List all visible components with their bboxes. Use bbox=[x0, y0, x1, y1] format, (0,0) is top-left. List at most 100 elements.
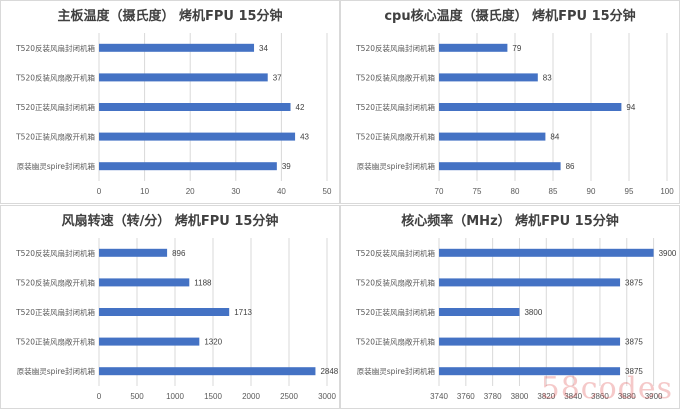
x-tick-label: 100 bbox=[660, 187, 674, 196]
category-label: 原装幽灵spire封闭机箱 bbox=[17, 366, 96, 376]
chart-title: cpu核心温度（摄氏度） 烤机FPU 15分钟 bbox=[384, 9, 636, 24]
data-label: 83 bbox=[543, 73, 552, 82]
category-label: T520反装风扇敞开机箱 bbox=[15, 72, 95, 82]
x-tick-label: 0 bbox=[97, 392, 102, 401]
category-label: 原装幽灵spire封闭机箱 bbox=[357, 366, 436, 376]
bar bbox=[99, 248, 168, 257]
data-label: 34 bbox=[259, 44, 268, 53]
data-label: 896 bbox=[172, 249, 186, 258]
bar bbox=[439, 103, 622, 111]
category-label: T520正装风扇敞开机箱 bbox=[355, 132, 435, 142]
bar bbox=[439, 278, 621, 287]
x-tick-label: 3000 bbox=[318, 392, 336, 401]
bar bbox=[439, 43, 508, 52]
category-label: T520正装风扇敞开机箱 bbox=[15, 337, 95, 347]
x-tick-label: 40 bbox=[277, 187, 286, 196]
category-label: 原装幽灵spire封闭机箱 bbox=[357, 161, 436, 171]
category-label: 原装幽灵spire封闭机箱 bbox=[17, 161, 96, 171]
x-tick-label: 2000 bbox=[242, 392, 260, 401]
chart-svg: 0 500 1000 1500 2000 2500 3000 T520反装风扇封闭机箱 896 T… bbox=[15, 238, 339, 401]
x-tick-label: 3800 bbox=[511, 392, 529, 401]
x-tick-label: 90 bbox=[587, 187, 596, 196]
data-label: 37 bbox=[273, 73, 282, 82]
x-tick-label: 95 bbox=[625, 187, 634, 196]
bar bbox=[439, 132, 546, 141]
x-tick-label: 50 bbox=[323, 187, 332, 196]
bar bbox=[99, 73, 268, 82]
data-label: 1188 bbox=[194, 278, 212, 287]
chart-svg: 70 75 80 85 90 95 100 T520反装风扇封闭机箱 79 T520反装风扇敞开机… bbox=[355, 33, 674, 196]
x-tick-label: 20 bbox=[186, 187, 195, 196]
data-label: 2848 bbox=[320, 367, 338, 376]
x-tick-label: 75 bbox=[473, 187, 482, 196]
bar bbox=[99, 278, 190, 287]
category-label: T520反装风扇敞开机箱 bbox=[355, 72, 435, 82]
bar bbox=[99, 132, 296, 141]
category-label: T520反装风扇封闭机箱 bbox=[355, 43, 435, 53]
x-tick-label: 500 bbox=[130, 392, 144, 401]
x-tick-label: 1000 bbox=[166, 392, 184, 401]
bar bbox=[439, 162, 561, 171]
category-label: T520正装风扇封闭机箱 bbox=[355, 102, 435, 112]
x-tick-label: 85 bbox=[549, 187, 558, 196]
category-label: T520反装风扇封闭机箱 bbox=[15, 43, 95, 53]
bar bbox=[99, 103, 291, 111]
bar bbox=[99, 308, 230, 316]
x-tick-label: 80 bbox=[511, 187, 520, 196]
x-tick-label: 3740 bbox=[430, 392, 448, 401]
bar bbox=[439, 308, 520, 316]
chart-panel-mainboard-temp: 0 10 20 30 40 50 T520反装风扇封闭机箱 34 T520反装风扇敞开机箱 37 T… bbox=[0, 0, 340, 204]
x-tick-label: 2500 bbox=[280, 392, 298, 401]
category-label: T520正装风扇敞开机箱 bbox=[355, 337, 435, 347]
x-tick-label: 3840 bbox=[564, 392, 582, 401]
bar bbox=[439, 367, 621, 376]
x-tick-label: 3860 bbox=[591, 392, 609, 401]
chart-title: 主板温度（摄氏度） 烤机FPU 15分钟 bbox=[57, 9, 283, 24]
bar bbox=[99, 43, 255, 52]
data-label: 3800 bbox=[524, 308, 542, 317]
chart-panel-cpu-temp: 70 75 80 85 90 95 100 T520反装风扇封闭机箱 79 T520反装风扇敞开机… bbox=[340, 0, 680, 204]
data-label: 42 bbox=[296, 103, 305, 112]
category-label: T520正装风扇敞开机箱 bbox=[15, 132, 95, 142]
data-label: 3875 bbox=[625, 367, 643, 376]
chart-svg: 3740 3760 3780 3800 3820 3840 3860 3880 3900 T520… bbox=[355, 238, 677, 401]
chart-svg: 0 10 20 30 40 50 T520反装风扇封闭机箱 34 T520反装风扇敞开机箱 37 T… bbox=[15, 33, 332, 196]
data-label: 86 bbox=[566, 162, 575, 171]
x-tick-label: 3900 bbox=[645, 392, 663, 401]
bar bbox=[439, 73, 538, 82]
chart-panel-core-frequency: 3740 3760 3780 3800 3820 3840 3860 3880 3900 T520… bbox=[340, 205, 680, 409]
x-tick-label: 1500 bbox=[204, 392, 222, 401]
chart-title: 风扇转速（转/分） 烤机FPU 15分钟 bbox=[61, 214, 279, 229]
data-label: 3900 bbox=[659, 249, 677, 258]
bar bbox=[439, 248, 654, 257]
data-label: 94 bbox=[626, 103, 635, 112]
category-label: T520反装风扇封闭机箱 bbox=[15, 248, 95, 258]
x-tick-label: 3780 bbox=[484, 392, 502, 401]
x-tick-label: 30 bbox=[231, 187, 240, 196]
data-label: 79 bbox=[512, 44, 521, 53]
x-tick-label: 3880 bbox=[618, 392, 636, 401]
data-label: 1320 bbox=[204, 338, 222, 347]
chart-panel-fan-speed: 0 500 1000 1500 2000 2500 3000 T520反装风扇封闭机箱 896 T… bbox=[0, 205, 340, 409]
data-label: 39 bbox=[282, 162, 291, 171]
x-tick-label: 3820 bbox=[537, 392, 555, 401]
chart-title: 核心频率（MHz） 烤机FPU 15分钟 bbox=[401, 214, 619, 229]
data-label: 3875 bbox=[625, 278, 643, 287]
data-label: 84 bbox=[550, 133, 559, 142]
category-label: T520反装风扇敞开机箱 bbox=[15, 277, 95, 287]
watermark: 58codes bbox=[540, 371, 673, 406]
data-label: 1713 bbox=[234, 308, 252, 317]
category-label: T520正装风扇封闭机箱 bbox=[15, 307, 95, 317]
bar bbox=[99, 337, 200, 346]
category-label: T520正装风扇封闭机箱 bbox=[15, 102, 95, 112]
bar bbox=[439, 337, 621, 346]
bar bbox=[99, 162, 277, 171]
bar bbox=[99, 367, 316, 376]
x-tick-label: 70 bbox=[435, 187, 444, 196]
category-label: T520反装风扇封闭机箱 bbox=[355, 248, 435, 258]
data-label: 43 bbox=[300, 133, 309, 142]
x-tick-label: 0 bbox=[97, 187, 102, 196]
x-tick-label: 3760 bbox=[457, 392, 475, 401]
data-label: 3875 bbox=[625, 338, 643, 347]
